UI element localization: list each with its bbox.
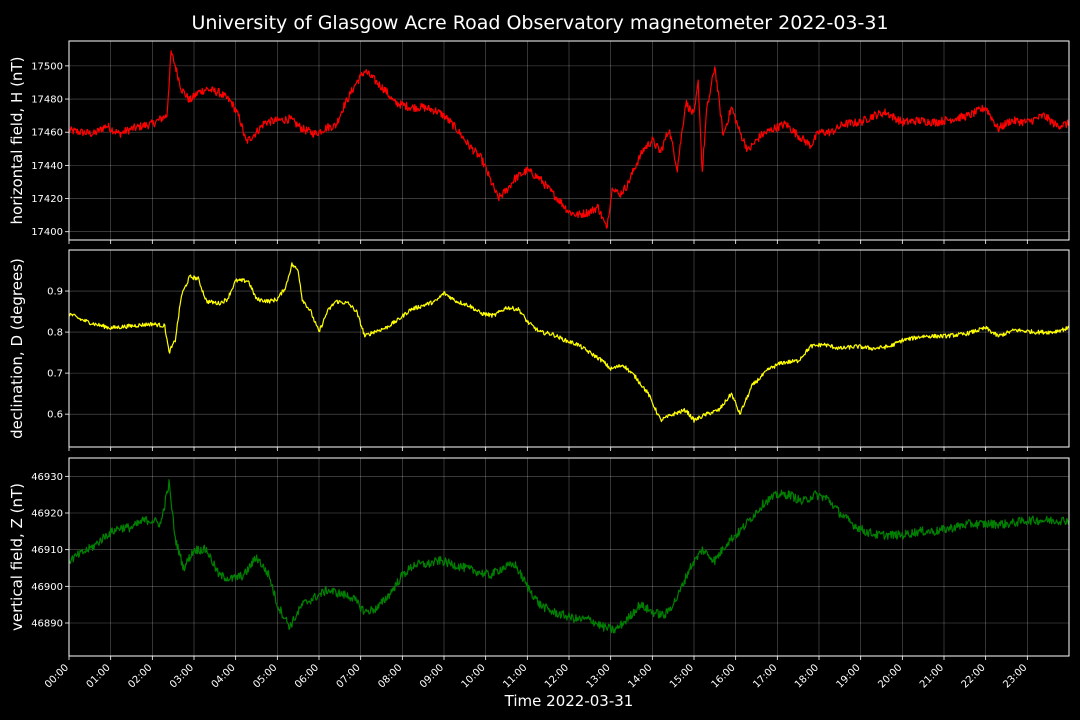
- y-tick-label: 17400: [31, 227, 63, 238]
- panel-1: 17400 17420 17440 17460 17480 17500 horizontal…: [8, 40, 1070, 244]
- series-line: [68, 479, 1070, 634]
- y-tick-label: 17440: [31, 161, 63, 172]
- y-tick-label: 46920: [31, 509, 63, 520]
- y-axis-label: declination, D (degrees): [8, 258, 26, 439]
- y-axis-label: horizontal field, H (nT): [8, 57, 26, 225]
- y-tick-label: 46930: [31, 472, 63, 483]
- panel-frame: [68, 40, 1070, 241]
- panel-frame: [68, 249, 1070, 448]
- y-tick-label: 17500: [31, 61, 63, 72]
- series-line: [68, 262, 1070, 423]
- y-tick-label: 0.8: [47, 328, 63, 339]
- y-tick-label: 0.6: [47, 410, 63, 421]
- x-axis-label: Time 2022-03-31: [504, 692, 634, 710]
- series-line: [68, 50, 1070, 229]
- y-tick-label: 17480: [31, 95, 63, 106]
- y-axis-label: vertical field, Z (nT): [8, 483, 26, 631]
- y-tick-label: 46890: [31, 619, 63, 630]
- panel-2: 0.6 0.7 0.8 0.9 declination, D (degrees): [8, 249, 1070, 451]
- y-tick-label: 17420: [31, 194, 63, 205]
- panel-frame: [68, 457, 1070, 657]
- y-tick-label: 17460: [31, 128, 63, 139]
- y-tick-label: 0.7: [47, 369, 63, 380]
- chart-title: University of Glasgow Acre Road Observat…: [191, 12, 888, 34]
- y-tick-label: 0.9: [47, 287, 63, 298]
- y-tick-label: 46910: [31, 545, 63, 556]
- y-tick-label: 46900: [31, 582, 63, 593]
